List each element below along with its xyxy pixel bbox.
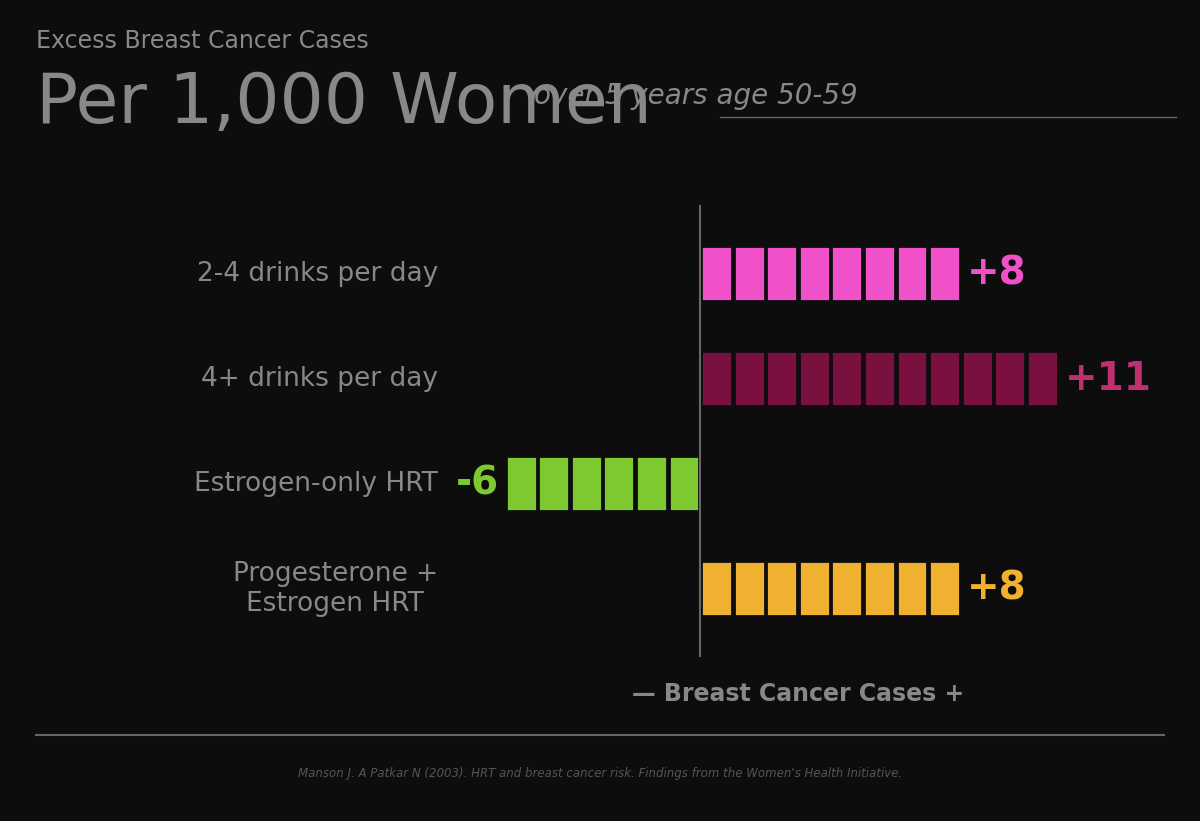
Bar — [539, 456, 569, 511]
Text: 4+ drinks per day: 4+ drinks per day — [202, 365, 438, 392]
Text: — Breast Cancer Cases +: — Breast Cancer Cases + — [632, 681, 964, 706]
Bar — [864, 246, 895, 300]
Text: +8: +8 — [967, 570, 1026, 608]
Bar — [929, 246, 960, 300]
Text: Progesterone +
Estrogen HRT: Progesterone + Estrogen HRT — [233, 561, 438, 617]
Bar — [571, 456, 601, 511]
Bar — [961, 351, 992, 406]
Text: over 5 years age 50-59: over 5 years age 50-59 — [534, 82, 858, 110]
Bar — [799, 246, 829, 300]
Bar — [604, 456, 635, 511]
Bar — [733, 351, 764, 406]
Bar — [767, 562, 797, 616]
Bar — [701, 246, 732, 300]
Bar — [1027, 351, 1057, 406]
Bar — [832, 351, 863, 406]
Bar — [701, 351, 732, 406]
Bar — [767, 246, 797, 300]
Text: +11: +11 — [1064, 360, 1151, 397]
Bar — [896, 246, 928, 300]
Text: Manson J. A Patkar N (2003). HRT and breast cancer risk. Findings from the Women: Manson J. A Patkar N (2003). HRT and bre… — [298, 767, 902, 780]
Bar — [668, 456, 700, 511]
Bar — [864, 562, 895, 616]
Bar — [896, 562, 928, 616]
Bar — [799, 562, 829, 616]
Bar — [864, 351, 895, 406]
Text: Estrogen-only HRT: Estrogen-only HRT — [194, 470, 438, 497]
Text: Per 1,000 Women: Per 1,000 Women — [36, 70, 652, 137]
Bar — [733, 246, 764, 300]
Bar — [636, 456, 667, 511]
Text: +8: +8 — [967, 255, 1026, 292]
Bar — [767, 351, 797, 406]
Bar — [995, 351, 1025, 406]
Bar — [929, 351, 960, 406]
Text: -6: -6 — [456, 465, 499, 502]
Bar — [929, 562, 960, 616]
Text: 2-4 drinks per day: 2-4 drinks per day — [197, 260, 438, 287]
Bar — [832, 562, 863, 616]
Bar — [701, 562, 732, 616]
Bar — [896, 351, 928, 406]
Text: Excess Breast Cancer Cases: Excess Breast Cancer Cases — [36, 29, 368, 53]
Bar — [832, 246, 863, 300]
Bar — [799, 351, 829, 406]
Bar — [505, 456, 536, 511]
Bar — [733, 562, 764, 616]
